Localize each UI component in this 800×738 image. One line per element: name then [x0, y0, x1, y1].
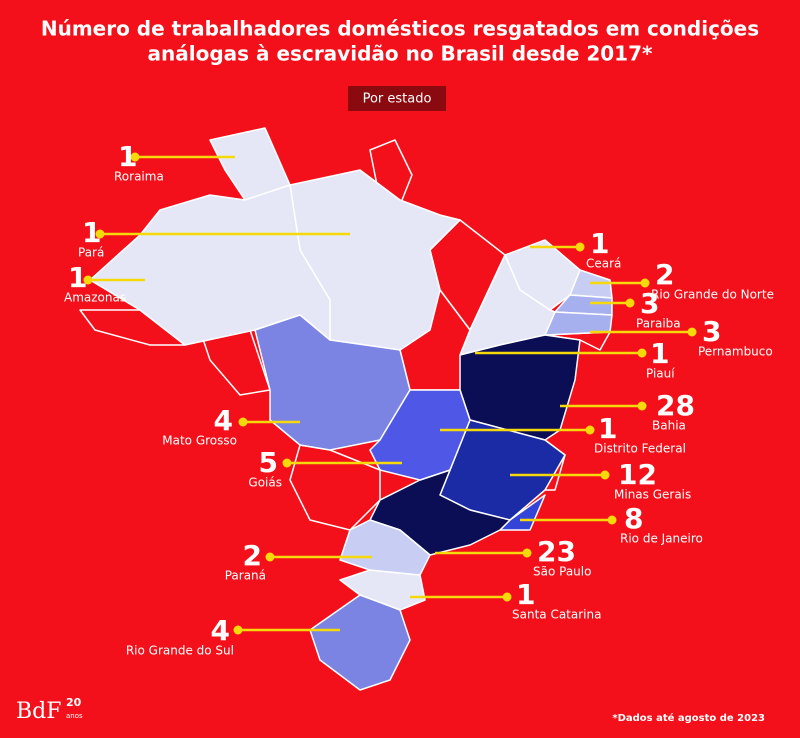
leader-dot — [600, 470, 610, 480]
leader-dot — [687, 327, 697, 337]
state-value: 2 — [243, 539, 262, 572]
leader-dot — [130, 152, 140, 162]
leader-dot — [238, 417, 248, 427]
state-name: Pará — [78, 246, 104, 260]
state-name: São Paulo — [533, 565, 591, 579]
state-value: 28 — [656, 389, 695, 422]
leader-dot — [625, 298, 635, 308]
state-name: Paraná — [225, 569, 266, 583]
state-name: Amazonas — [64, 291, 126, 305]
leader-dot — [575, 242, 585, 252]
state-value: 12 — [618, 458, 657, 491]
leader-dot — [282, 458, 292, 468]
state-shape — [289, 444, 381, 531]
logo-word: anos — [66, 712, 83, 720]
state-name: Pernambuco — [698, 345, 773, 359]
state-value: 3 — [702, 315, 721, 348]
state-value: 23 — [537, 535, 576, 568]
state-value: 1 — [68, 261, 87, 294]
leader-dot — [637, 401, 647, 411]
state-value: 1 — [82, 216, 101, 249]
subtitle-box — [348, 86, 446, 111]
leader-dot — [585, 425, 595, 435]
leader-dot — [637, 348, 647, 358]
state-value: 1 — [590, 227, 609, 260]
logo-brand: BdF — [16, 699, 62, 724]
state-name: Rio Grande do Sul — [126, 644, 234, 658]
leader-dot — [522, 548, 532, 558]
state-value: 1 — [516, 578, 535, 611]
state-shape — [89, 184, 331, 346]
state-name: Roraima — [114, 170, 164, 184]
state-value: 2 — [655, 258, 674, 291]
state-name: Ceará — [586, 257, 621, 271]
state-shape — [339, 519, 431, 576]
state-name: Mato Grosso — [162, 434, 237, 448]
leader-dot — [233, 625, 243, 635]
title-line: Número de trabalhadores domésticos resga… — [41, 17, 759, 41]
state-name: Rio Grande do Norte — [651, 288, 774, 302]
state-name: Distrito Federal — [594, 442, 686, 456]
state-name: Piauí — [646, 367, 675, 381]
title-line: análogas à escravidão no Brasil desde 20… — [148, 42, 653, 66]
leader-dot — [83, 275, 93, 285]
state-value: 3 — [640, 287, 659, 320]
state-value: 5 — [259, 446, 278, 479]
state-value: 1 — [650, 337, 669, 370]
state-shapes — [89, 127, 613, 691]
leader-dot — [502, 592, 512, 602]
footnote: *Dados até agosto de 2023 — [612, 712, 765, 724]
state-value: 4 — [211, 614, 230, 647]
state-name: Rio de Janeiro — [620, 532, 703, 546]
state-shape — [309, 594, 411, 691]
logo-years: 20 — [66, 696, 82, 709]
state-name: Bahia — [652, 419, 686, 433]
state-value: 1 — [118, 140, 137, 173]
subtitle: Por estado — [363, 92, 432, 107]
leader-dot — [607, 515, 617, 525]
state-name: Goiás — [248, 476, 282, 490]
state-name: Paraiba — [636, 317, 681, 331]
leader-dot — [95, 229, 105, 239]
state-name: Minas Gerais — [614, 488, 691, 502]
state-value: 8 — [624, 502, 643, 535]
state-shape — [79, 309, 186, 346]
leader-dot — [265, 552, 275, 562]
state-value: 4 — [214, 404, 233, 437]
leader-dot — [640, 278, 650, 288]
state-shape — [369, 389, 471, 481]
state-value: 1 — [598, 412, 617, 445]
state-name: Santa Catarina — [512, 608, 601, 622]
